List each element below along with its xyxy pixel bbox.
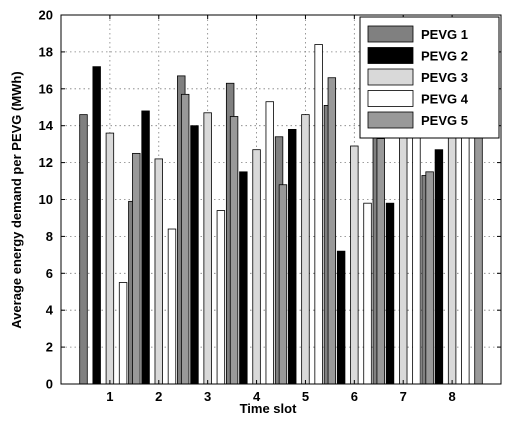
legend-label: PEVG 5 xyxy=(421,113,468,128)
bar-pevg-2-slot-7 xyxy=(385,202,395,385)
legend: PEVG 1 PEVG 2 PEVG 3 PEVG 4 PEVG 5 xyxy=(359,16,500,139)
bar-pevg-3-slot-1 xyxy=(105,132,115,385)
bar-pevg-5-slot-1 xyxy=(132,152,141,385)
legend-label: PEVG 2 xyxy=(421,49,468,64)
bar-pevg-4-slot-1 xyxy=(118,282,128,385)
axes xyxy=(60,14,502,385)
bar-pevg-5-slot-7 xyxy=(425,171,434,385)
x-tick-label: 1 xyxy=(106,389,113,404)
bar-pevg-3-slot-2 xyxy=(154,158,163,385)
bar-pevg-5-slot-3 xyxy=(229,116,239,385)
bar-pevg-3-slot-3 xyxy=(203,112,212,385)
legend-swatch xyxy=(367,90,414,107)
y-tick-label: 12 xyxy=(39,155,53,170)
bar-pevg-2-slot-2 xyxy=(141,110,150,385)
bar-pevg-5-slot-6 xyxy=(376,138,385,385)
y-tick-label: 18 xyxy=(39,44,53,59)
bar-pevg-4-slot-6 xyxy=(363,202,372,385)
legend-label: PEVG 3 xyxy=(421,70,468,85)
bar-pevg-5-slot-5 xyxy=(327,77,337,385)
bar-pevg-5-slot-4 xyxy=(278,184,288,385)
bar-pevg-2-slot-4 xyxy=(239,171,248,385)
legend-label: PEVG 4 xyxy=(421,92,469,107)
x-axis-title: Time slot xyxy=(240,401,298,416)
x-tick-label: 8 xyxy=(448,389,455,404)
bar-pevg-2-slot-6 xyxy=(336,250,346,385)
legend-swatch xyxy=(367,68,414,86)
bar-pevg-3-slot-7 xyxy=(399,97,408,385)
y-tick-label: 2 xyxy=(46,340,53,355)
x-tick-label: 5 xyxy=(302,389,309,404)
x-tick-label: 2 xyxy=(155,389,162,404)
bar-pevg-1-slot-1 xyxy=(79,114,88,385)
legend-swatch xyxy=(367,47,414,64)
y-tick-label: 20 xyxy=(39,8,53,23)
bar-pevg-4-slot-3 xyxy=(216,210,226,385)
bar-pevg-4-slot-5 xyxy=(314,44,323,385)
bar-pevg-3-slot-5 xyxy=(301,114,310,385)
bar-pevg-4-slot-2 xyxy=(167,228,177,385)
x-tick-label: 4 xyxy=(253,389,261,404)
legend-swatch xyxy=(367,111,414,129)
bar-pevg-2-slot-1 xyxy=(92,66,101,385)
bar-pevg-4-slot-8 xyxy=(461,117,470,385)
bar-pevg-4-slot-7 xyxy=(412,95,421,385)
y-tick-label: 6 xyxy=(46,266,53,281)
bar-pevg-5-slot-2 xyxy=(180,93,190,385)
y-tick-label: 16 xyxy=(39,81,53,96)
y-tick-label: 8 xyxy=(46,229,53,244)
y-axis-title: Average energy demand per PEVG (MWh) xyxy=(9,71,24,328)
bar-pevg-2-slot-8 xyxy=(434,149,444,385)
bar-pevg-2-slot-3 xyxy=(190,125,199,385)
bar-pevg-4-slot-4 xyxy=(265,101,274,385)
x-tick-label: 6 xyxy=(351,389,358,404)
plot-frame xyxy=(60,14,502,385)
y-tick-label: 4 xyxy=(46,303,54,318)
x-tick-label: 3 xyxy=(204,389,211,404)
y-tick-label: 0 xyxy=(46,377,53,392)
bar-pevg-2-slot-5 xyxy=(288,128,297,385)
bar-pevg-3-slot-8 xyxy=(447,106,457,385)
bar-pevg-3-slot-6 xyxy=(350,145,359,385)
x-tick-label: 7 xyxy=(400,389,407,404)
legend-label: PEVG 1 xyxy=(421,27,468,42)
y-tick-label: 14 xyxy=(39,118,54,133)
bar-pevg-3-slot-4 xyxy=(252,149,261,385)
y-tick-label: 10 xyxy=(39,192,53,207)
legend-swatch xyxy=(367,25,414,43)
bar-pevg-5-slot-8 xyxy=(474,125,483,385)
